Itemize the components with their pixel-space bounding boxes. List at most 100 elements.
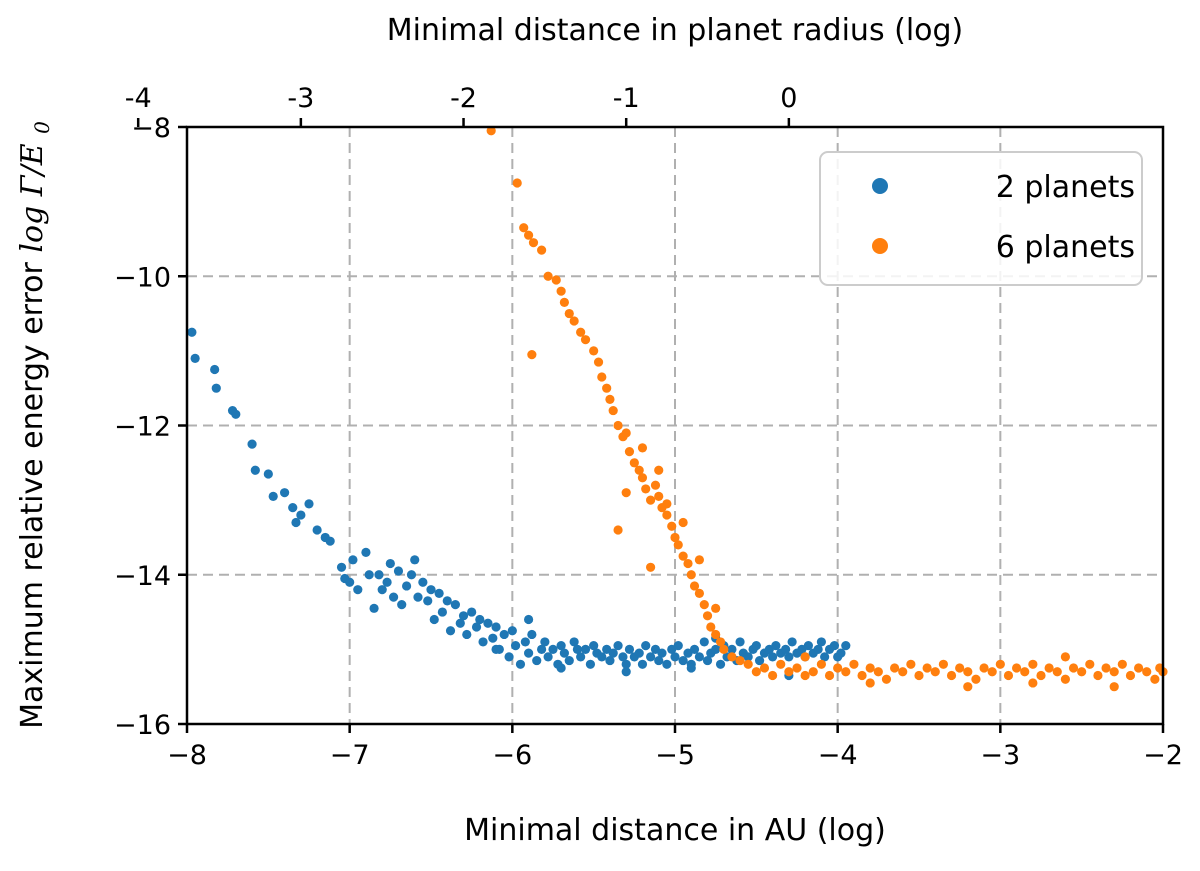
data-point bbox=[532, 655, 542, 666]
data-point bbox=[512, 178, 522, 188]
y-tick-label: −8 bbox=[131, 113, 171, 144]
data-point bbox=[646, 562, 656, 572]
data-point bbox=[670, 652, 680, 662]
data-point bbox=[673, 540, 683, 550]
data-point bbox=[1150, 674, 1160, 684]
data-point bbox=[507, 626, 517, 636]
data-point bbox=[519, 223, 529, 233]
top-x-tick-label: -3 bbox=[287, 83, 314, 114]
top-x-tick-label: -2 bbox=[450, 83, 477, 114]
data-point bbox=[543, 652, 553, 662]
data-point bbox=[803, 641, 813, 651]
series-6-planets bbox=[486, 126, 1168, 692]
data-point bbox=[727, 644, 737, 654]
data-point bbox=[946, 670, 957, 681]
data-point bbox=[540, 637, 550, 647]
data-point bbox=[602, 383, 612, 393]
data-point bbox=[437, 607, 447, 617]
data-point bbox=[873, 667, 883, 677]
data-point bbox=[537, 644, 547, 654]
data-point bbox=[808, 667, 818, 677]
data-point bbox=[637, 473, 648, 483]
data-point bbox=[637, 659, 648, 669]
data-point bbox=[694, 555, 705, 565]
data-point bbox=[836, 648, 846, 658]
data-point bbox=[667, 521, 677, 531]
data-point bbox=[1052, 667, 1062, 677]
data-point bbox=[689, 581, 700, 591]
y-tick-label: −14 bbox=[114, 561, 171, 592]
data-point bbox=[678, 655, 688, 666]
data-point bbox=[471, 622, 482, 632]
data-point bbox=[231, 409, 241, 419]
data-point bbox=[699, 637, 709, 647]
data-point bbox=[1060, 652, 1070, 662]
data-point bbox=[312, 525, 322, 535]
data-point bbox=[841, 667, 851, 677]
data-point bbox=[413, 592, 423, 602]
legend: 2 planets 6 planets bbox=[819, 151, 1143, 286]
data-point bbox=[478, 637, 488, 647]
data-point bbox=[816, 659, 827, 669]
x-tick-label: −3 bbox=[980, 740, 1020, 771]
data-point bbox=[576, 327, 586, 337]
data-point bbox=[987, 667, 997, 677]
data-point bbox=[510, 641, 521, 651]
ticks-layer: −8 −7 −6 −5 −4 −3 −2−16−14−12−10−8-4 -3 -2 -1 0 bbox=[114, 83, 1183, 771]
data-point bbox=[787, 637, 797, 647]
data-point bbox=[210, 364, 220, 375]
data-point bbox=[296, 510, 306, 520]
data-point bbox=[402, 581, 412, 591]
data-point bbox=[857, 670, 867, 681]
data-point bbox=[719, 644, 729, 654]
data-point bbox=[1077, 667, 1087, 677]
data-point bbox=[833, 663, 843, 673]
data-point bbox=[455, 618, 465, 628]
data-point bbox=[559, 648, 569, 658]
data-point bbox=[816, 637, 827, 647]
data-point bbox=[699, 600, 709, 610]
data-point bbox=[613, 420, 623, 431]
x-tick-label: −2 bbox=[1143, 740, 1183, 771]
data-point bbox=[813, 644, 823, 654]
data-point bbox=[499, 629, 509, 640]
data-point bbox=[979, 663, 989, 673]
data-point bbox=[702, 611, 713, 621]
y-tick-label: −16 bbox=[114, 710, 171, 741]
data-point bbox=[304, 499, 314, 509]
data-point bbox=[938, 659, 949, 669]
data-point bbox=[377, 585, 387, 595]
data-point bbox=[467, 607, 477, 617]
data-point bbox=[621, 667, 631, 677]
data-point bbox=[483, 618, 493, 628]
legend-box bbox=[819, 151, 1143, 286]
data-point bbox=[410, 555, 420, 565]
data-point bbox=[955, 663, 965, 673]
data-point bbox=[890, 663, 900, 673]
data-point bbox=[768, 652, 778, 662]
data-point bbox=[576, 652, 586, 662]
data-point bbox=[369, 603, 379, 613]
data-point bbox=[637, 443, 648, 453]
data-point bbox=[613, 641, 623, 651]
legend-swatch-2-planets bbox=[872, 178, 888, 194]
data-point bbox=[268, 491, 278, 501]
data-point bbox=[881, 674, 892, 684]
data-point bbox=[963, 682, 973, 692]
data-point bbox=[771, 641, 781, 651]
data-point bbox=[585, 659, 596, 669]
data-point bbox=[641, 484, 651, 494]
data-point bbox=[1036, 670, 1046, 681]
data-point bbox=[187, 327, 197, 337]
data-point bbox=[247, 439, 257, 449]
y-tick-label: −12 bbox=[114, 412, 171, 443]
data-point bbox=[735, 637, 745, 647]
top-x-tick-label: -4 bbox=[125, 83, 152, 114]
data-point bbox=[556, 286, 566, 296]
data-point bbox=[488, 633, 498, 643]
data-point bbox=[624, 447, 635, 457]
data-point bbox=[711, 603, 721, 613]
data-point bbox=[527, 629, 537, 640]
data-point bbox=[634, 465, 644, 475]
